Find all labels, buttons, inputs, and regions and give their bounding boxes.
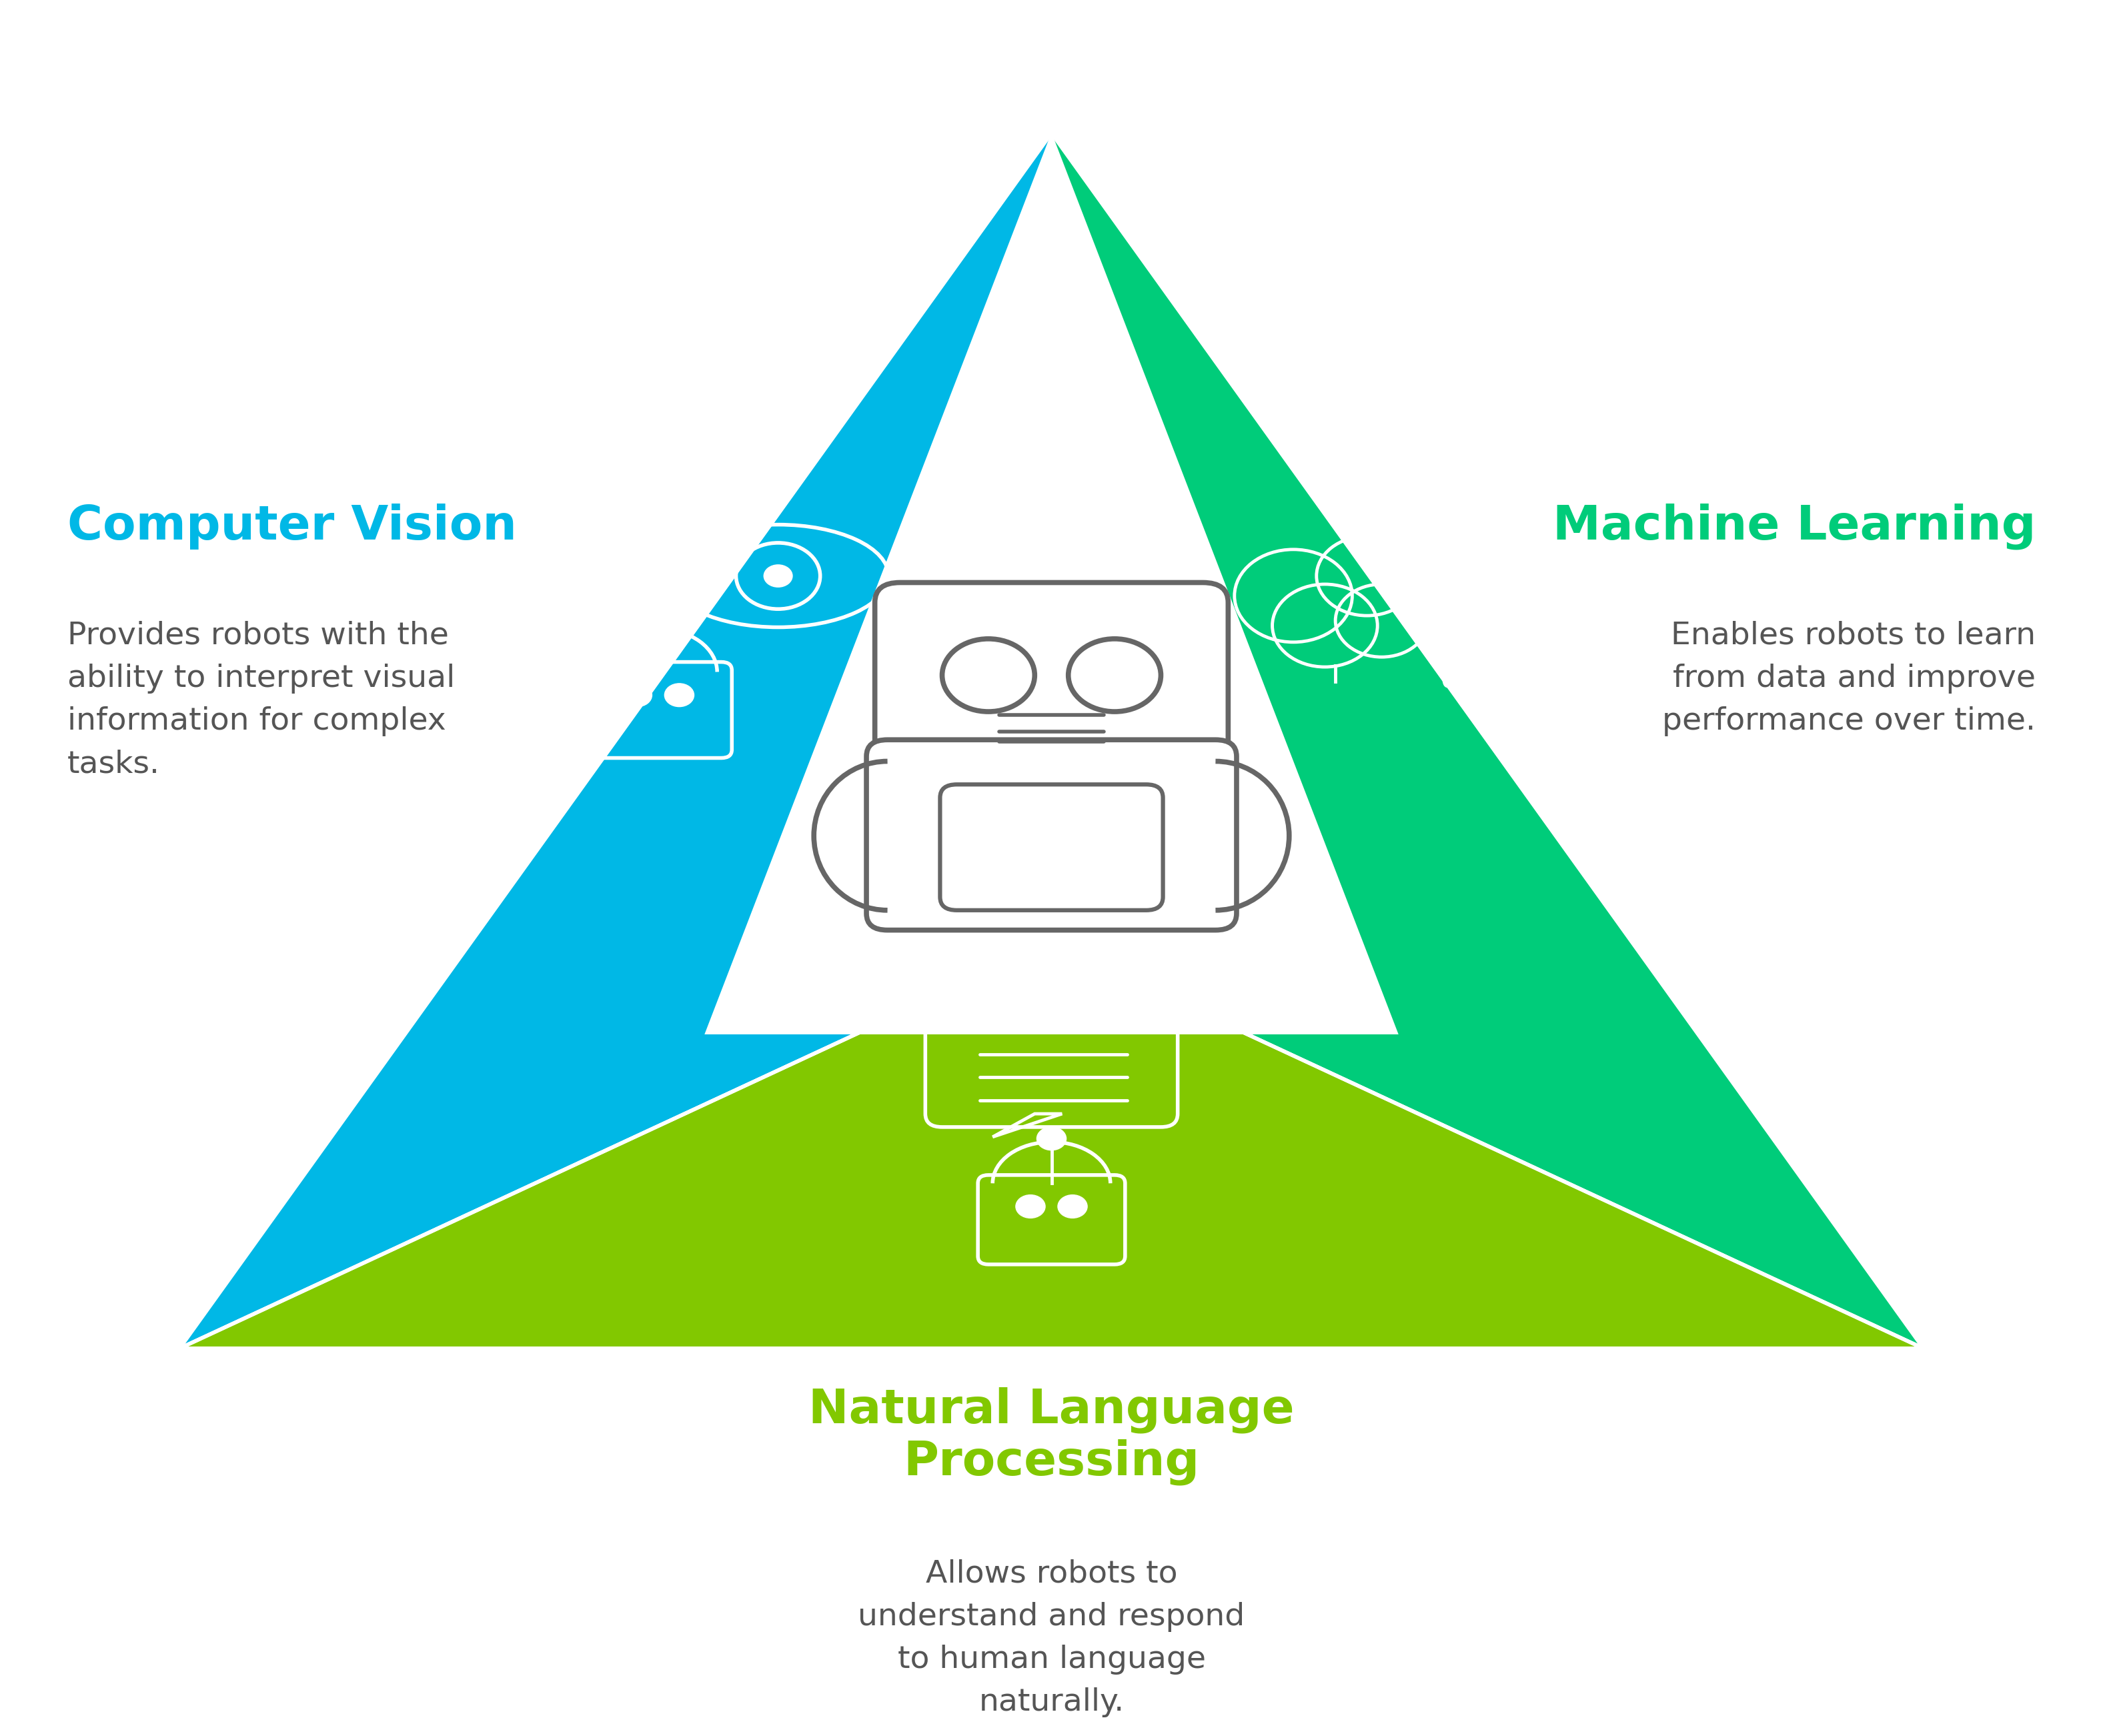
Circle shape (665, 684, 694, 707)
Circle shape (1037, 1127, 1066, 1151)
Text: 01
10
01
01: 01 10 01 01 (1441, 571, 1472, 693)
Text: Machine Learning: Machine Learning (1552, 503, 2036, 550)
Circle shape (1058, 1194, 1087, 1219)
FancyBboxPatch shape (940, 785, 1163, 910)
Text: Enables robots to learn
from data and improve
performance over time.: Enables robots to learn from data and im… (1661, 620, 2036, 736)
FancyBboxPatch shape (875, 583, 1228, 767)
Circle shape (763, 564, 793, 587)
Circle shape (644, 616, 673, 639)
Polygon shape (1052, 132, 1924, 1349)
Text: Natural Language
Processing: Natural Language Processing (808, 1387, 1295, 1484)
Polygon shape (705, 132, 1398, 1035)
Polygon shape (179, 943, 1924, 1349)
Text: Allows robots to
understand and respond
to human language
naturally.: Allows robots to understand and respond … (858, 1559, 1245, 1717)
FancyBboxPatch shape (866, 740, 1237, 930)
Polygon shape (179, 132, 1052, 1349)
Circle shape (1068, 639, 1161, 712)
Circle shape (942, 639, 1035, 712)
Circle shape (1016, 1194, 1045, 1219)
Text: Provides robots with the
ability to interpret visual
information for complex
tas: Provides robots with the ability to inte… (67, 620, 454, 779)
Circle shape (622, 684, 652, 707)
Text: Computer Vision: Computer Vision (67, 503, 517, 549)
